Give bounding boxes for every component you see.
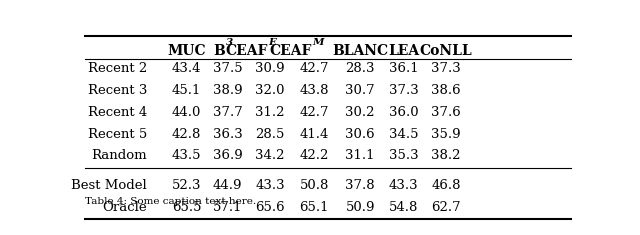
Text: MUC: MUC <box>167 44 206 58</box>
Text: 43.3: 43.3 <box>388 179 418 192</box>
Text: Recent 3: Recent 3 <box>88 84 147 97</box>
Text: 37.8: 37.8 <box>346 179 375 192</box>
Text: 54.8: 54.8 <box>388 201 418 214</box>
Text: 30.9: 30.9 <box>255 63 285 75</box>
Text: 3: 3 <box>226 38 233 47</box>
Text: 45.1: 45.1 <box>172 84 202 97</box>
Text: Recent 4: Recent 4 <box>88 106 147 119</box>
Text: B: B <box>214 44 225 58</box>
Text: CEAF: CEAF <box>269 44 312 58</box>
Text: 35.9: 35.9 <box>431 128 461 141</box>
Text: 37.7: 37.7 <box>213 106 243 119</box>
Text: 34.5: 34.5 <box>388 128 418 141</box>
Text: 42.2: 42.2 <box>300 149 329 162</box>
Text: Recent 2: Recent 2 <box>88 63 147 75</box>
Text: CEAF: CEAF <box>225 44 268 58</box>
Text: Table 4: Some caption text here.: Table 4: Some caption text here. <box>85 196 256 206</box>
Text: 30.2: 30.2 <box>346 106 375 119</box>
Text: 65.1: 65.1 <box>300 201 329 214</box>
Text: CoNLL: CoNLL <box>420 44 472 58</box>
Text: 65.5: 65.5 <box>172 201 202 214</box>
Text: 36.9: 36.9 <box>213 149 243 162</box>
Text: 62.7: 62.7 <box>431 201 461 214</box>
Text: 31.1: 31.1 <box>346 149 375 162</box>
Text: M: M <box>312 38 324 47</box>
Text: BLANC: BLANC <box>332 44 388 58</box>
Text: 36.3: 36.3 <box>213 128 243 141</box>
Text: Best Model: Best Model <box>71 179 147 192</box>
Text: 43.5: 43.5 <box>172 149 202 162</box>
Text: 43.3: 43.3 <box>255 179 285 192</box>
Text: 42.7: 42.7 <box>300 63 329 75</box>
Text: 37.5: 37.5 <box>213 63 243 75</box>
Text: 37.3: 37.3 <box>431 63 461 75</box>
Text: Oracle: Oracle <box>102 201 147 214</box>
Text: 57.1: 57.1 <box>213 201 243 214</box>
Text: Random: Random <box>92 149 147 162</box>
Text: 32.0: 32.0 <box>255 84 285 97</box>
Text: 44.9: 44.9 <box>213 179 243 192</box>
Text: 36.1: 36.1 <box>388 63 418 75</box>
Text: 35.3: 35.3 <box>388 149 418 162</box>
Text: 43.4: 43.4 <box>172 63 202 75</box>
Text: 28.5: 28.5 <box>255 128 285 141</box>
Text: 34.2: 34.2 <box>255 149 285 162</box>
Text: 30.7: 30.7 <box>346 84 375 97</box>
Text: 42.8: 42.8 <box>172 128 202 141</box>
Text: LEA: LEA <box>388 44 419 58</box>
Text: 50.9: 50.9 <box>346 201 375 214</box>
Text: 30.6: 30.6 <box>346 128 375 141</box>
Text: 43.8: 43.8 <box>300 84 329 97</box>
Text: 31.2: 31.2 <box>255 106 285 119</box>
Text: 46.8: 46.8 <box>431 179 461 192</box>
Text: 38.2: 38.2 <box>431 149 461 162</box>
Text: 65.6: 65.6 <box>255 201 285 214</box>
Text: E: E <box>268 38 276 47</box>
Text: 41.4: 41.4 <box>300 128 329 141</box>
Text: 37.3: 37.3 <box>388 84 419 97</box>
Text: 42.7: 42.7 <box>300 106 329 119</box>
Text: 50.8: 50.8 <box>300 179 329 192</box>
Text: 44.0: 44.0 <box>172 106 202 119</box>
Text: 37.6: 37.6 <box>431 106 461 119</box>
Text: 38.9: 38.9 <box>213 84 243 97</box>
Text: 38.6: 38.6 <box>431 84 461 97</box>
Text: 36.0: 36.0 <box>388 106 418 119</box>
Text: Recent 5: Recent 5 <box>88 128 147 141</box>
Text: 52.3: 52.3 <box>172 179 202 192</box>
Text: 28.3: 28.3 <box>346 63 375 75</box>
